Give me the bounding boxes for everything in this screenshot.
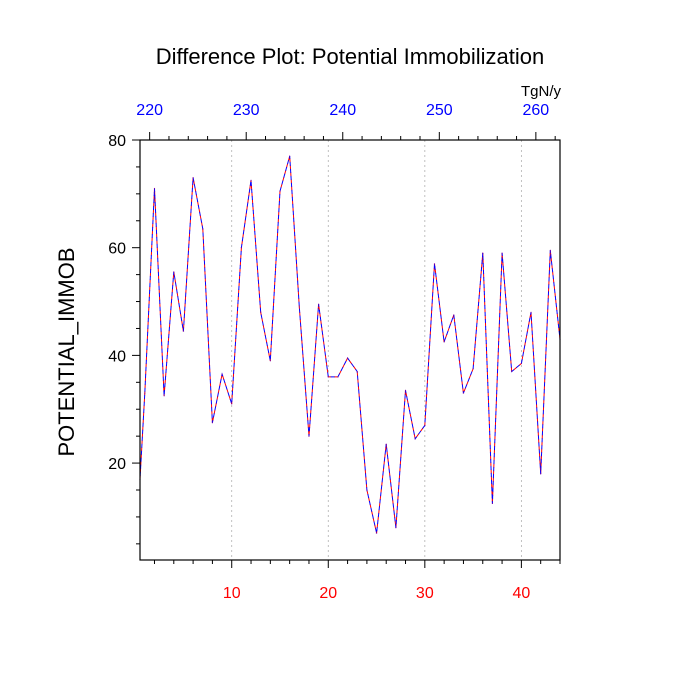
x-tick-label-20: 20 [319,585,337,602]
data-point [173,271,175,273]
data-point [308,435,310,437]
data-point [511,370,513,373]
data-point [231,403,233,405]
x-tick-label-30: 30 [416,585,434,602]
data-point [260,311,262,313]
y-tick-label-80: 80 [108,133,126,150]
data-point [318,303,320,305]
data-point [144,392,146,394]
top-tick-label-240: 240 [329,102,356,119]
data-point [346,357,349,359]
chart-title: Difference Plot: Potential Immobilizatio… [156,44,544,69]
data-point [327,376,329,378]
y-axis-label: POTENTIAL_IMMOB [54,247,79,456]
top-tick-label-220: 220 [136,102,163,119]
data-point [462,392,465,394]
top-tick-label-250: 250 [426,102,453,119]
top-tick-label-260: 260 [523,102,550,119]
data-point [472,368,474,370]
data-point [395,527,397,529]
data-point [289,155,291,157]
data-point [482,252,484,254]
data-point [153,187,156,190]
data-point [540,473,542,475]
x-tick-label-10: 10 [223,585,241,602]
top-tick-label-230: 230 [233,102,260,119]
data-point [269,360,271,362]
data-point [453,314,455,316]
data-point [501,252,503,254]
y-tick-label-60: 60 [108,241,126,258]
data-point [337,376,339,378]
plot-frame [139,139,561,561]
data-point [211,422,214,424]
data-point [424,424,426,426]
axes: 10 20 30 40 220 230 240 250 260 20 40 60 80 [108,102,561,602]
series-layer [139,155,561,534]
data-point [491,502,494,505]
data-point [549,249,551,251]
data-point [250,179,252,181]
series-line-difference-blue [139,156,561,534]
data-point [414,438,416,440]
data-point [182,330,185,332]
data-point [433,263,436,265]
data-point [443,341,445,343]
data-point [221,373,223,375]
data-point [240,247,242,249]
top-axis-unit-label: TgN/y [521,83,562,100]
x-tick-label-40: 40 [512,585,530,602]
data-point [366,489,368,491]
data-point [163,395,165,397]
data-point [298,306,300,308]
data-point [530,311,532,313]
series-line-difference-red [139,156,561,534]
data-point [202,228,204,230]
y-tick-label-20: 20 [108,456,126,473]
y-tick-label-40: 40 [108,348,126,365]
data-point [385,443,387,445]
data-point [279,190,281,192]
grid-lines [231,140,522,560]
data-point [192,177,194,179]
data-point [520,362,522,365]
data-point [404,389,407,391]
data-point [375,532,378,534]
data-point [356,370,358,373]
